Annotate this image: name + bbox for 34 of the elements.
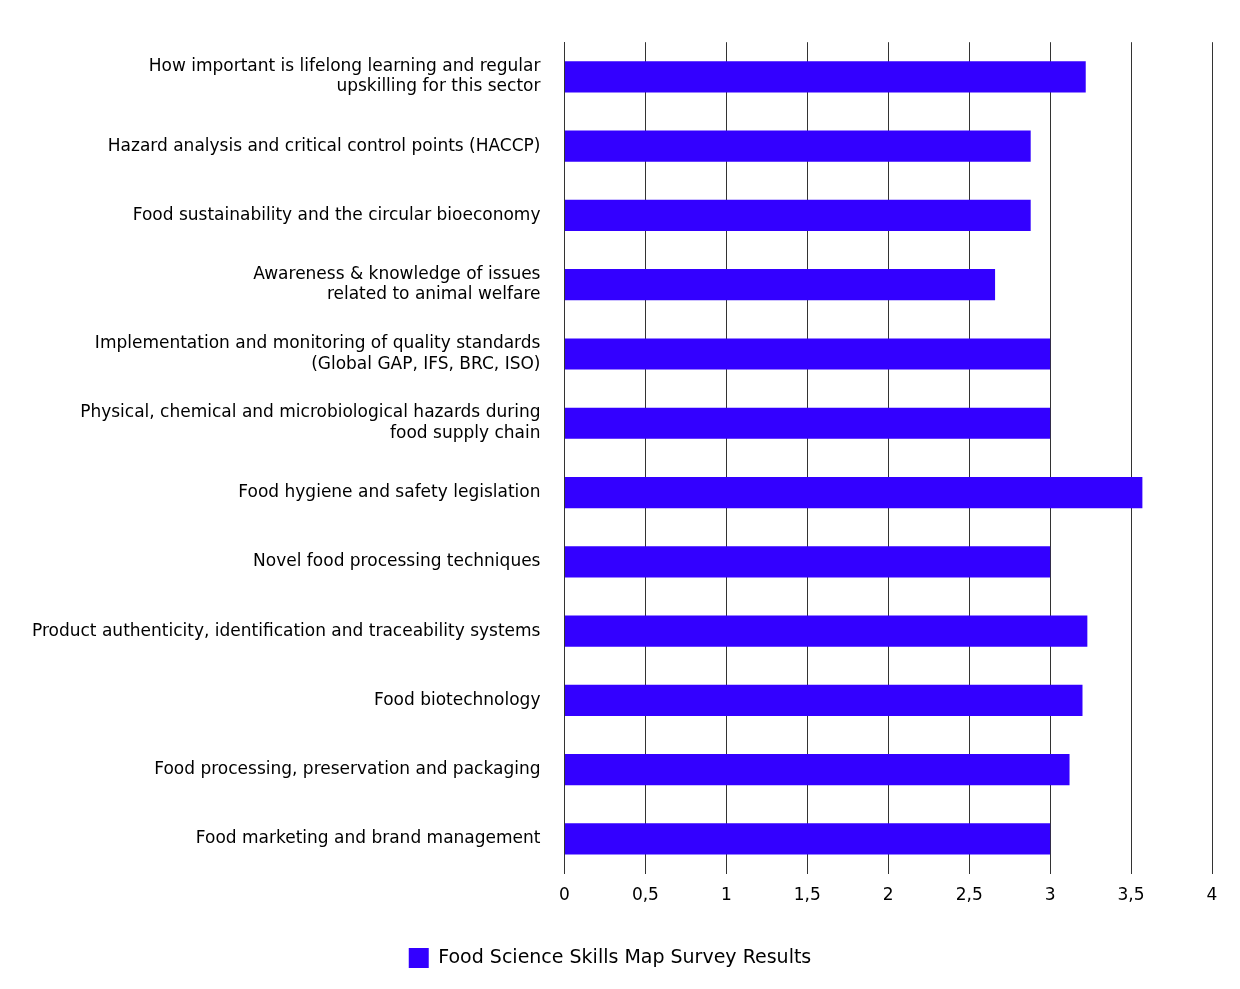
bar	[564, 615, 1088, 647]
y-tick-label: Awareness & knowledge of issues related to animal welfare	[253, 262, 541, 304]
x-tick-label: 1,5	[793, 884, 821, 905]
bar	[564, 476, 1143, 509]
y-tick-label: Food sustainability and the circular bioeconomy	[132, 203, 541, 224]
y-tick-label: Novel food processing techniques	[253, 550, 541, 571]
x-tick-label: 2,5	[955, 884, 983, 905]
y-tick-label: Implementation and monitoring of quality standards (Global GAP, IFS, BRC, ISO)	[94, 332, 541, 373]
y-tick-label: Food marketing and brand management	[195, 827, 541, 848]
x-tick-label: 0,5	[631, 884, 659, 905]
bar	[564, 407, 1051, 439]
x-tick-label: 1	[720, 884, 732, 905]
bar	[564, 823, 1051, 855]
y-tick-label: Food biotechnology	[373, 688, 541, 709]
x-tick-label: 2	[882, 884, 894, 905]
y-tick-label: Product authenticity, identification and traceability systems	[31, 619, 541, 640]
y-tick-label: How important is lifelong learning and regular upskilling for this sector	[148, 55, 541, 96]
bar	[564, 338, 1051, 370]
bar	[564, 61, 1086, 93]
x-tick-label: 4	[1206, 884, 1218, 905]
bar	[564, 130, 1031, 162]
bar	[564, 269, 996, 301]
y-tick-label: Food processing, preservation and packaging	[154, 758, 541, 779]
bar	[564, 199, 1031, 231]
y-tick-label: Physical, chemical and microbiological hazards during food supply chain	[80, 401, 541, 442]
x-tick-label: 3,5	[1117, 884, 1145, 905]
bar	[564, 546, 1051, 578]
legend-label: Food Science Skills Map Survey Results	[438, 944, 812, 967]
bar	[564, 684, 1083, 716]
y-tick-label: Food hygiene and safety legislation	[238, 480, 541, 501]
x-tick-label: 0	[559, 884, 570, 905]
bar	[564, 754, 1070, 786]
y-tick-label: Hazard analysis and critical control points (HACCP)	[107, 134, 541, 155]
x-tick-label: 3	[1044, 884, 1056, 905]
